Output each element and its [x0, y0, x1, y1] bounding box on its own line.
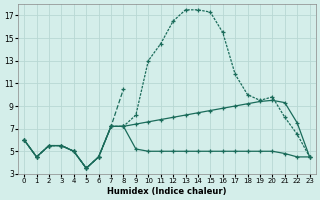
X-axis label: Humidex (Indice chaleur): Humidex (Indice chaleur) [107, 187, 227, 196]
